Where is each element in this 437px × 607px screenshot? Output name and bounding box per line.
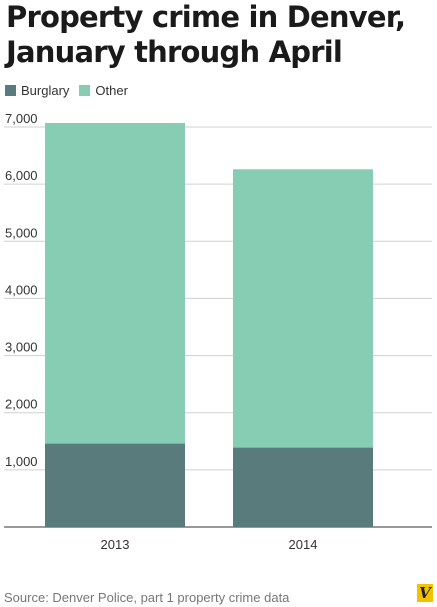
bar-2013-other <box>45 123 185 444</box>
y-tick-label: 1,000 <box>5 454 38 469</box>
y-tick-label: 2,000 <box>5 397 38 412</box>
legend-item-other: Other <box>79 83 128 98</box>
title-line-2: January through April <box>6 35 343 69</box>
y-tick-label: 3,000 <box>5 340 38 355</box>
bar-2014-burglary <box>233 447 373 527</box>
y-tick-label: 6,000 <box>5 168 38 183</box>
legend-swatch-other <box>79 85 91 96</box>
legend-label-other: Other <box>95 83 128 98</box>
x-tick-label: 2014 <box>289 537 318 552</box>
source-note: Source: Denver Police, part 1 property c… <box>4 590 290 605</box>
title-line-1: Property crime in Denver, <box>6 0 406 34</box>
y-tick-label: 4,000 <box>5 282 38 297</box>
y-tick-label: 7,000 <box>5 111 38 126</box>
vox-logo: V <box>417 584 433 602</box>
legend-swatch-burglary <box>5 85 16 96</box>
chart-title: Property crime in Denver, January throug… <box>6 0 436 70</box>
legend-label-burglary: Burglary <box>21 83 70 98</box>
x-tick-label: 2013 <box>101 537 130 552</box>
bar-2013-burglary <box>45 443 185 527</box>
bar-2014-other <box>233 169 373 448</box>
legend-item-burglary: Burglary <box>5 83 69 98</box>
y-tick-label: 5,000 <box>5 225 38 240</box>
chart-legend: Burglary Other <box>5 83 138 98</box>
